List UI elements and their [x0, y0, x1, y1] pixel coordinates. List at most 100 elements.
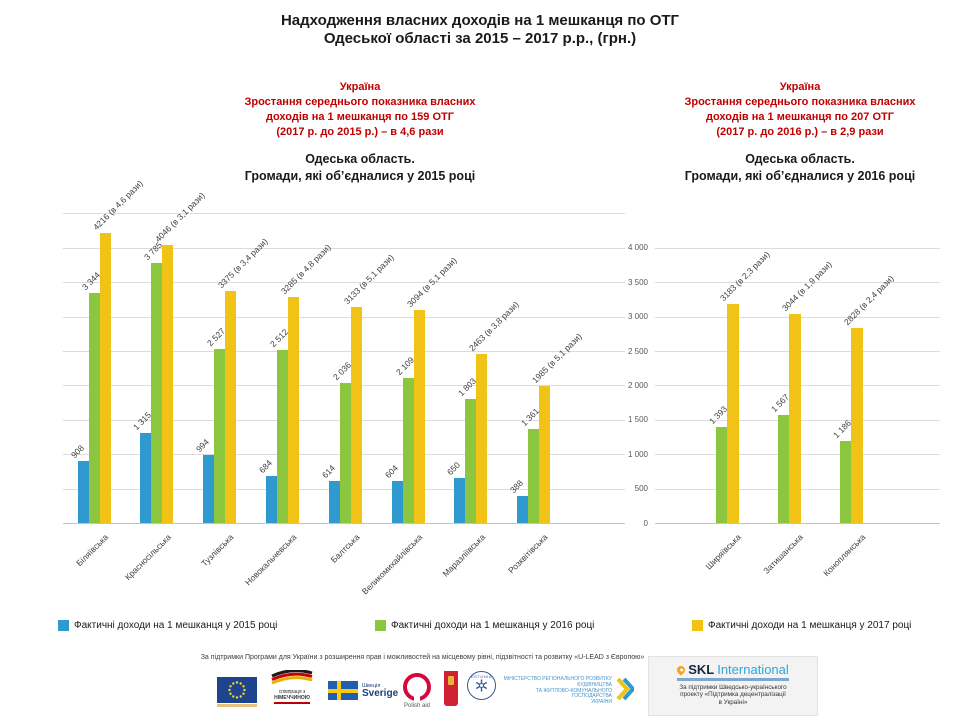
- category-label-text: Новокальчевська: [243, 532, 299, 588]
- bar-value-text: 388: [508, 478, 526, 496]
- subtitle-line: Одеська область.: [305, 152, 415, 166]
- footer: За підтримки Програми для України з розш…: [0, 648, 960, 720]
- bar-value-text: 1 393: [706, 404, 729, 427]
- note-text: ОТГ: [869, 111, 894, 123]
- gridline: [63, 213, 625, 215]
- bar-value-text: 2 109: [393, 354, 416, 377]
- note-line: Україна: [339, 81, 381, 93]
- bar-value-text: 2 036: [330, 359, 353, 382]
- bar: [339, 382, 351, 523]
- category-label-text: Балтська: [328, 532, 362, 565]
- bar-value-text: 908: [68, 442, 86, 460]
- skl-support-line: За підтримки Шведсько-українського: [679, 683, 787, 691]
- y-axis-tick-label: 3 000: [627, 312, 648, 322]
- gridline: [655, 247, 940, 249]
- skl-brand-name: SKL: [688, 662, 715, 677]
- gridline: [63, 351, 625, 352]
- y-axis-tick-label: 500: [634, 484, 648, 494]
- legend-item-2016: Фактичні доходи на 1 мешканця у 2016 роц…: [375, 620, 594, 631]
- bar-value-text: 1 186: [830, 418, 853, 441]
- bar-value-text: 2 512: [267, 327, 290, 350]
- bar-value-text: 604: [382, 463, 400, 481]
- polish-aid-ring-icon: [403, 673, 431, 702]
- bar-value-text: 684: [256, 457, 274, 475]
- note-bold: 159: [411, 111, 430, 123]
- estonia-emblem-logo: ESTONIA: [467, 671, 496, 700]
- bar: [402, 377, 414, 523]
- x-axis-line: [655, 523, 940, 524]
- note-bold: 207: [851, 111, 870, 123]
- ulead-support-text: За підтримки Програми для України з розш…: [200, 654, 645, 661]
- bar-value-text: 994: [194, 436, 212, 454]
- note-text: доходів на 1 мешканця по: [706, 111, 852, 123]
- ministry-line: УКРАЇНИ: [590, 699, 612, 706]
- chart-subtitle-2016: Одеська область. Громади, які об’єдналис…: [650, 151, 950, 184]
- bar-value-text: 3183 (в 2,3 рази): [717, 249, 772, 303]
- y-axis-tick-label: 3 500: [627, 277, 648, 287]
- y-axis-tick-label: 1 500: [627, 415, 648, 425]
- note-line: доходів на 1 мешканця по 159 ОТГ: [210, 110, 510, 125]
- german-cooperation-logo: співпраця з НІМЕЧЧИНОЮ: [266, 669, 318, 704]
- bar-value-text: 2 527: [205, 326, 228, 349]
- note-line: Зростання середнього показника власних: [244, 96, 476, 108]
- german-flag-swoosh-icon: [271, 669, 313, 685]
- bar-value-text: 1 803: [456, 375, 479, 398]
- bar-value-text: 2463 (в 3,8 рази): [467, 298, 521, 353]
- bar-value-text: 650: [445, 460, 463, 478]
- bar: [476, 353, 488, 523]
- bar-value-text: 4046 (в 3,1 рази): [153, 189, 207, 244]
- bar: [225, 290, 237, 523]
- page-title-line1: Надходження власних доходів на 1 мешканц…: [280, 12, 680, 29]
- eu-flag-logo: [217, 677, 257, 703]
- ministry-line: ТА ЖИТЛОВО-КОМУНАЛЬНОГО ГОСПОДАРСТВА: [535, 687, 612, 700]
- x-axis-line: [63, 523, 625, 524]
- bar: [727, 304, 739, 523]
- bar-value-text: 1 567: [768, 392, 791, 415]
- bar: [140, 432, 152, 523]
- category-label-text: Красносільська: [122, 532, 173, 583]
- category-label-text: Біляївська: [73, 532, 111, 569]
- bar: [276, 350, 288, 523]
- bar: [839, 441, 851, 523]
- bar: [287, 296, 299, 523]
- category-label-text: Маразліївська: [440, 532, 487, 579]
- bar: [162, 244, 174, 523]
- german-logo-redline: [274, 702, 310, 704]
- ministry-logo: МІНІСТЕРСТВО РЕГІОНАЛЬНОГО РОЗВИТКУ БУДІ…: [500, 676, 612, 706]
- ukraine-note-2016: Україна Зростання середнього показника в…: [650, 80, 950, 140]
- bar: [214, 349, 226, 523]
- category-label-text: Розквітівська: [506, 532, 550, 576]
- bar-value-text: 3 344: [79, 269, 102, 292]
- sweden-logo: Швеція Sverige: [328, 681, 398, 700]
- chart-subtitle-2015: Одеська область. Громади, які об’єдналис…: [210, 151, 510, 184]
- y-axis-tick-label: 0: [643, 518, 648, 528]
- legend-label-2016: Фактичні доходи на 1 мешканця у 2016 роц…: [391, 620, 595, 631]
- legend-swatch-2017-icon: [692, 620, 703, 631]
- skl-international-logo: SKL International За підтримки Шведсько-…: [648, 656, 818, 716]
- gridline: [63, 282, 625, 284]
- bar: [777, 415, 789, 523]
- bar: [715, 427, 727, 523]
- bar: [851, 328, 863, 523]
- bar-value-text: 3133 (в 5,1 рази): [341, 252, 396, 307]
- bar-value-text: 4216 (в 4,6 рази): [90, 178, 145, 232]
- bar-value-text: 1985 (в 5,1 рази): [530, 331, 584, 386]
- skl-pin-icon: [675, 663, 687, 676]
- category-label-text: Коноплянська: [820, 532, 868, 579]
- page-title: Надходження власних доходів на 1 мешканц…: [0, 12, 960, 48]
- bar: [265, 475, 277, 523]
- bar: [539, 386, 551, 523]
- ministry-line: МІНІСТЕРСТВО РЕГІОНАЛЬНОГО РОЗВИТКУ: [503, 676, 612, 682]
- sweden-label-uk: Швеція: [362, 682, 381, 689]
- polish-aid-logo: Polish aid: [400, 673, 434, 709]
- subtitle-line: Громади, які об’єдналися у 2016 році: [684, 168, 916, 183]
- bar: [391, 481, 403, 523]
- bar: [99, 232, 111, 523]
- note-line: доходів на 1 мешканця по 207 ОТГ: [650, 110, 950, 125]
- estonia-label: ESTONIA: [471, 674, 492, 679]
- sweden-flag-icon: [328, 681, 358, 700]
- category-label-text: Затишанська: [761, 532, 806, 576]
- bar-value-text: 3044 (в 1,9 рази): [779, 258, 834, 313]
